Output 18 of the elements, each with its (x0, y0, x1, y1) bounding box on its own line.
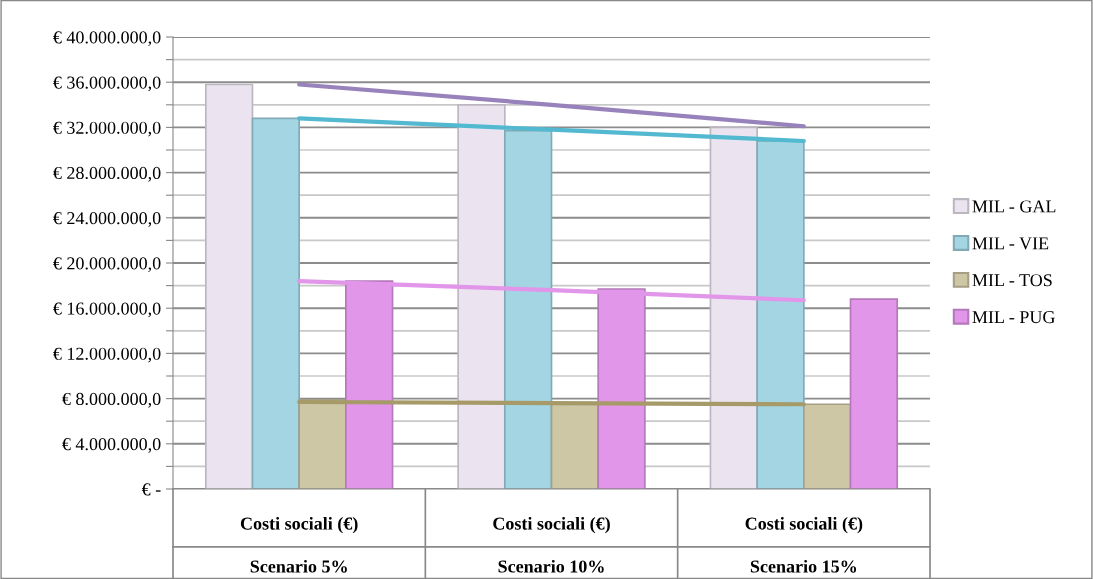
legend-label: MIL - GAL (972, 200, 1056, 213)
legend-label: MIL - VIE (972, 237, 1049, 250)
category-label: Costi sociali (€) Scenario 5% (240, 516, 358, 573)
y-tick-label: € 24.000.000,0 (53, 212, 161, 227)
y-tick-label: € 36.000.000,0 (53, 76, 161, 92)
category-label: Costi sociali (€) Scenario 15% (745, 516, 863, 573)
y-tick-label: € 40.000.000,0 (53, 31, 161, 47)
y-tick-label: € 16.000.000,0 (53, 302, 161, 318)
category-label: Costi sociali (€) Scenario 10% (493, 516, 610, 573)
y-tick-label: € 28.000.000,0 (53, 166, 161, 182)
y-tick-label: € 8.000.000,0 (62, 392, 161, 408)
y-tick-label: € 32.000.000,0 (53, 121, 161, 137)
y-tick-label: € 12.000.000,0 (53, 347, 161, 363)
y-tick-label: € 4.000.000,0 (62, 438, 161, 453)
legend-label: MIL - TOS (972, 274, 1052, 287)
y-tick-label: € - (141, 483, 161, 496)
y-tick-label: € 20.000.000,0 (53, 257, 161, 273)
legend-label: MIL - PUG (972, 311, 1055, 324)
